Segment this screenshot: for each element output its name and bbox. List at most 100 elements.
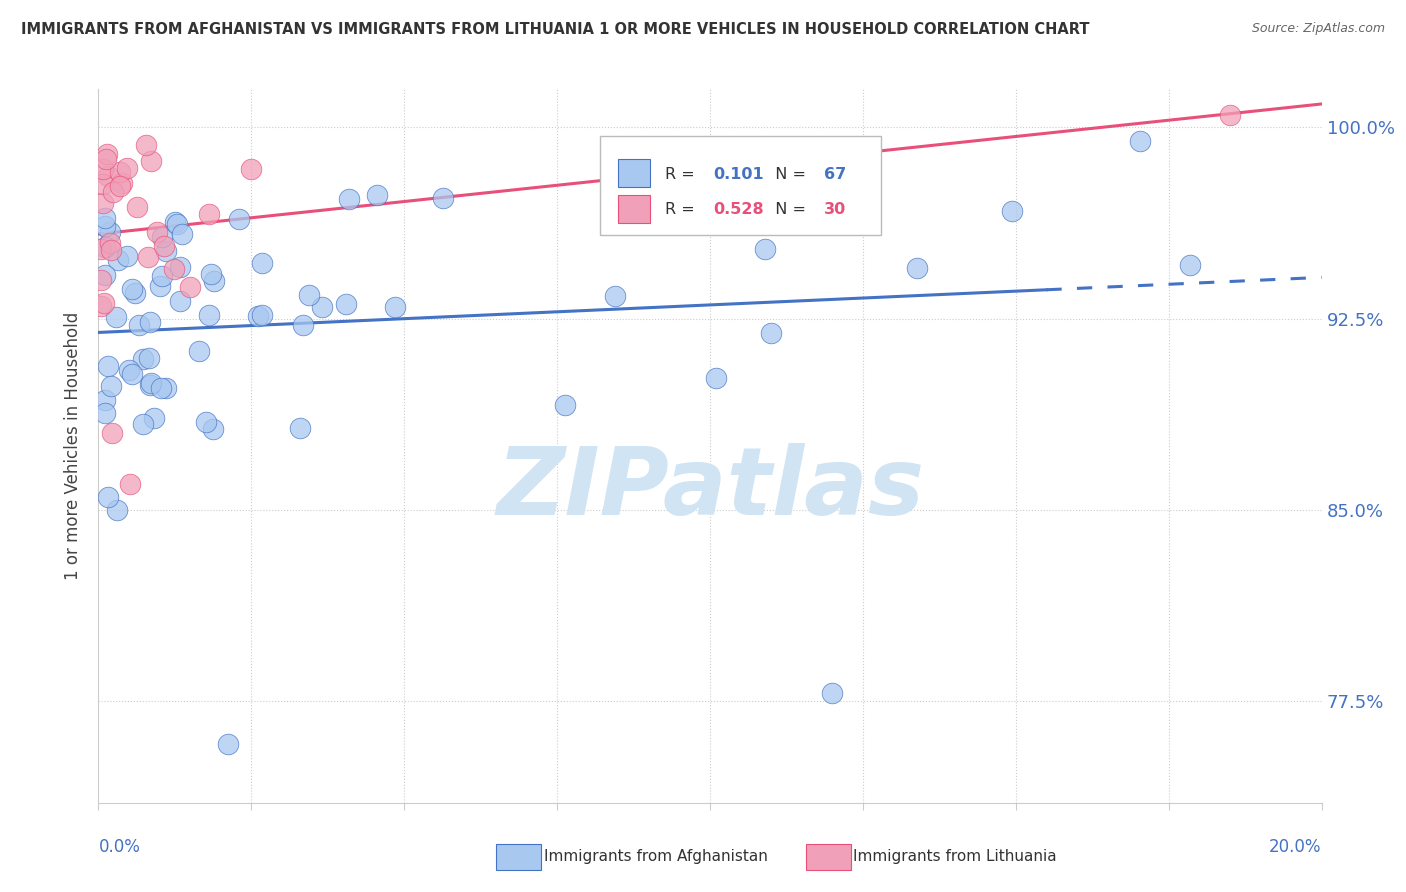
Point [366,187,388,202]
Text: ZIPatlas: ZIPatlas [496,442,924,535]
Point [91,177,114,191]
Point [138,351,160,366]
Text: IMMIGRANTS FROM AFGHANISTAN VS IMMIGRANTS FROM LITHUANIA 1 OR MORE VEHICLES IN H: IMMIGRANTS FROM AFGHANISTAN VS IMMIGRANT… [21,22,1090,37]
Point [100,379,122,393]
Point [169,260,191,275]
Text: 0.528: 0.528 [714,202,765,218]
Point [96,152,118,166]
Point [132,417,155,431]
Point [139,315,162,329]
Point [201,422,224,436]
Point [179,280,201,294]
Point [93,211,115,226]
Point [194,415,217,429]
Point [125,200,148,214]
Point [291,318,314,333]
Point [170,227,193,241]
Point [554,399,576,413]
Point [200,267,222,281]
FancyBboxPatch shape [619,194,650,223]
Point [139,376,162,390]
Point [97,169,120,184]
Point [202,274,225,288]
Point [250,255,273,269]
Point [90,273,112,287]
Point [105,502,128,516]
Point [96,146,118,161]
Point [197,207,219,221]
Point [432,190,454,204]
Point [115,249,138,263]
Point [1219,108,1241,122]
Text: Source: ZipAtlas.com: Source: ZipAtlas.com [1251,22,1385,36]
Point [155,244,177,258]
Point [166,218,188,232]
Point [163,214,186,228]
Point [337,192,360,206]
Point [132,352,155,367]
Text: N =: N = [765,167,811,182]
FancyBboxPatch shape [600,136,882,235]
Point [100,426,122,441]
FancyBboxPatch shape [619,159,650,187]
Point [93,240,115,254]
Point [759,326,782,340]
Text: 30: 30 [824,202,846,218]
Point [149,278,172,293]
Point [93,296,115,310]
Point [197,308,219,322]
Point [135,138,157,153]
Text: 20.0%: 20.0% [1270,838,1322,856]
Text: Immigrants from Lithuania: Immigrants from Lithuania [853,849,1057,863]
Point [108,165,131,179]
Point [128,318,150,332]
Point [1001,203,1024,218]
Point [121,281,143,295]
Text: R =: R = [665,202,700,218]
Point [90,299,112,313]
Point [1129,134,1152,148]
Point [93,392,115,407]
Point [311,300,333,314]
Point [142,410,165,425]
Point [603,289,626,303]
Point [169,293,191,308]
Point [250,308,273,322]
Point [136,250,159,264]
Point [93,406,115,420]
Point [139,154,162,169]
Text: 0.101: 0.101 [714,167,765,182]
Point [153,239,176,253]
Point [821,686,844,700]
Text: Immigrants from Afghanistan: Immigrants from Afghanistan [544,849,768,863]
Point [288,420,311,434]
Point [298,287,321,301]
Point [97,490,120,504]
Point [103,185,125,199]
Text: 0.0%: 0.0% [98,838,141,856]
Point [163,262,186,277]
Point [150,381,173,395]
Point [704,370,727,384]
Point [110,176,132,190]
Text: N =: N = [765,202,811,218]
Point [240,162,263,177]
Point [155,381,177,395]
Point [93,268,115,283]
Point [152,229,174,244]
Point [150,269,173,284]
Point [91,195,114,210]
Point [121,367,143,381]
Y-axis label: 1 or more Vehicles in Household: 1 or more Vehicles in Household [65,312,83,580]
Point [117,161,139,176]
Point [905,261,928,276]
Point [97,359,120,373]
Point [217,737,239,751]
Point [118,363,141,377]
Point [91,161,114,176]
Point [93,219,115,233]
Point [228,212,250,227]
Point [98,225,121,239]
Point [335,297,357,311]
Point [124,286,146,301]
